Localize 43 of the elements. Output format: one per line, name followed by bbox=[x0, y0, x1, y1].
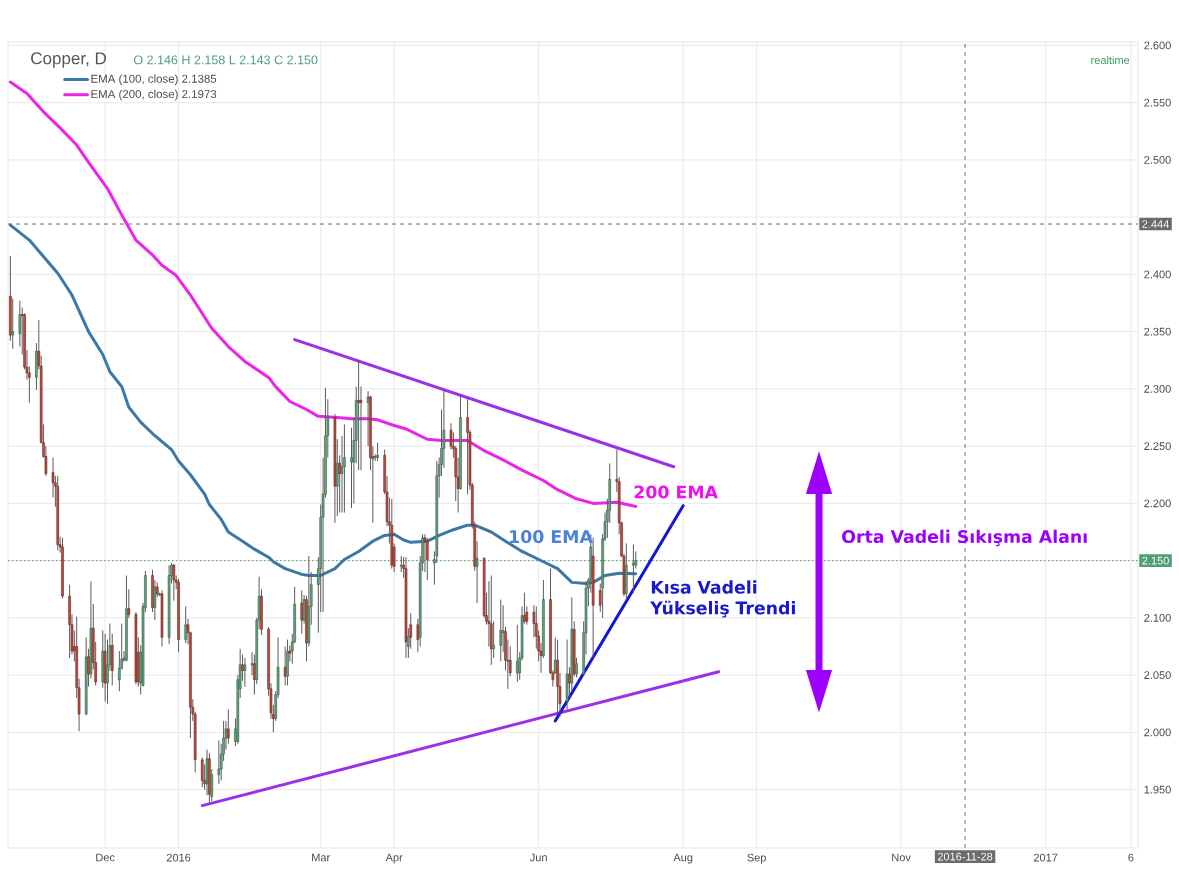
ref-line-label: 2016-11-28 bbox=[937, 852, 993, 861]
x-tick-label: Apr bbox=[385, 853, 403, 864]
y-tick-label: 2.500 bbox=[1144, 156, 1171, 164]
y-tick-label: 2.300 bbox=[1144, 385, 1171, 393]
y-tick-label: 2.250 bbox=[1144, 442, 1171, 451]
x-tick-label: Jun bbox=[529, 853, 547, 862]
y-tick-label: 2.600 bbox=[1144, 41, 1171, 50]
y-tick-label: 2.000 bbox=[1144, 728, 1171, 737]
y-tick-label: 2.050 bbox=[1144, 671, 1171, 679]
legend-label: EMA (200, close) 2.1973 bbox=[91, 89, 217, 101]
y-tick-label: 2.350 bbox=[1144, 327, 1171, 336]
candlestick bbox=[217, 739, 221, 785]
candlestick bbox=[499, 599, 503, 662]
x-tick-label: Sep bbox=[747, 853, 766, 864]
ref-line-label: 2.150 bbox=[1142, 556, 1169, 565]
x-tick-label: 2016 bbox=[166, 853, 191, 862]
x-tick-label: Mar bbox=[312, 853, 330, 862]
text: O 2.146 H 2.158 L 2.143 C 2.150 bbox=[133, 55, 318, 65]
ref-line-label: 2.444 bbox=[1142, 220, 1169, 228]
y-tick-label: 1.950 bbox=[1144, 785, 1171, 794]
annotation: Orta Vadeli Sıkışma Alanı bbox=[842, 529, 1087, 547]
legend-label: EMA (100, close) 2.1385 bbox=[91, 74, 217, 86]
text: Copper, D bbox=[31, 52, 106, 68]
x-tick-label: Aug bbox=[673, 853, 693, 864]
y-tick-label: 2.200 bbox=[1144, 499, 1171, 508]
candlestick bbox=[184, 605, 187, 644]
annotation: Kısa Vadeli Yükseliş Trendi bbox=[650, 580, 795, 618]
x-tick-label: 2017 bbox=[1033, 853, 1058, 862]
x-tick-label: Nov bbox=[892, 853, 911, 862]
candlestick bbox=[343, 423, 346, 514]
y-tick-label: 2.400 bbox=[1144, 270, 1171, 279]
annotation: 100 EMA bbox=[510, 530, 593, 544]
y-tick-label: 2.100 bbox=[1144, 613, 1171, 622]
x-tick-label: 6 bbox=[1128, 853, 1134, 862]
y-tick-label: 2.550 bbox=[1144, 98, 1171, 107]
x-tick-label: Dec bbox=[96, 853, 115, 862]
annotation: realtime bbox=[1091, 55, 1130, 65]
annotation: 200 EMA bbox=[634, 485, 718, 499]
candlestick bbox=[489, 575, 493, 666]
candlestick bbox=[366, 390, 370, 447]
candlestick bbox=[200, 757, 204, 788]
candlestick bbox=[426, 537, 429, 581]
candlestick bbox=[466, 398, 469, 495]
